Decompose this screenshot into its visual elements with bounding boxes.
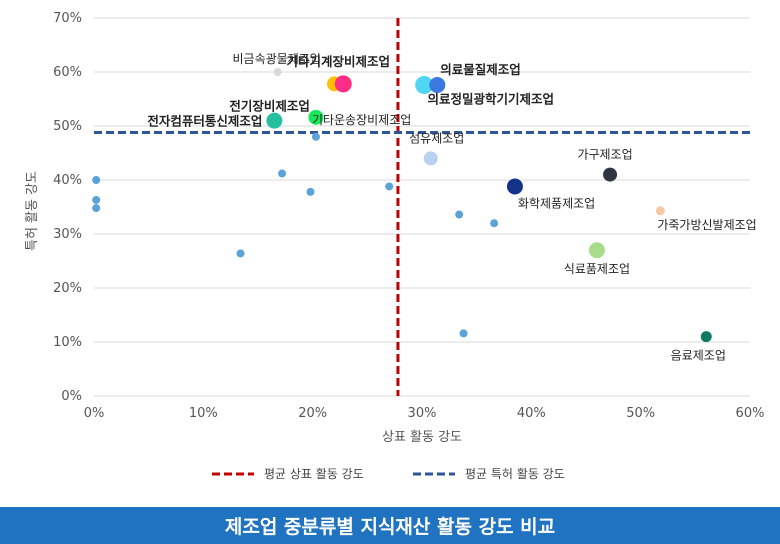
data-point <box>308 109 324 125</box>
chart-title: 제조업 중분류별 지식재산 활동 강도 비교 <box>224 516 556 538</box>
data-point <box>459 329 468 338</box>
y-tick-label: 20% <box>53 281 82 296</box>
point-label: 의료물질제조업 <box>440 62 521 77</box>
data-point <box>415 75 434 94</box>
point-label: 음료제조업 <box>671 349 726 363</box>
data-point <box>655 206 665 216</box>
data-point <box>92 195 101 204</box>
x-axis-title: 상표 활동 강도 <box>382 430 462 445</box>
data-point <box>603 167 618 182</box>
legend-label: 평균 상표 활동 강도 <box>264 467 364 481</box>
y-tick-label: 60% <box>53 65 82 80</box>
data-point <box>423 151 438 166</box>
data-point <box>455 210 464 219</box>
point-label: 화학제품제조업 <box>518 196 595 210</box>
x-tick-label: 40% <box>517 406 546 421</box>
data-point <box>588 242 605 259</box>
chart-title-banner: 제조업 중분류별 지식재산 활동 강도 비교 <box>0 507 780 544</box>
x-tick-label: 50% <box>626 406 655 421</box>
point-label: 전기장비제조업 <box>229 98 310 113</box>
data-point <box>92 204 101 213</box>
data-point <box>92 176 101 184</box>
point-label: 가죽가방신발제조업 <box>657 218 756 232</box>
legend-label: 평균 특허 활동 강도 <box>465 467 565 481</box>
point-label: 기타기계장비제조업 <box>287 54 391 69</box>
y-tick-label: 50% <box>53 119 82 134</box>
data-point <box>385 182 394 191</box>
data-point <box>506 178 523 195</box>
x-tick-label: 30% <box>408 406 437 421</box>
data-point <box>700 331 712 343</box>
point-label: 식료품제조업 <box>564 262 630 276</box>
data-point <box>306 187 315 196</box>
data-point <box>273 68 282 76</box>
data-point <box>278 169 287 178</box>
y-tick-label: 10% <box>53 335 82 350</box>
y-axis-title: 특허 활동 강도 <box>25 171 40 251</box>
y-tick-label: 40% <box>53 173 82 188</box>
y-tick-label: 70% <box>53 11 82 26</box>
point-label: 의료정밀광학기기제조업 <box>427 92 554 107</box>
x-tick-label: 60% <box>736 406 765 421</box>
data-point <box>334 75 352 93</box>
point-label: 가구제조업 <box>577 148 632 162</box>
scatter-chart: 0% 10% 20% 30% 40% 50% 60% 70% 0% 10% 20% 30% 40% 50%… <box>25 11 765 481</box>
point-label: 비금속광물제조업 <box>233 52 321 66</box>
point-label: 기타운송장비제조업 <box>312 113 411 127</box>
point-label: 섬유제조업 <box>409 131 464 145</box>
x-tick-label: 0% <box>84 406 105 421</box>
point-label: 전자컴퓨터통신제조업 <box>147 114 262 129</box>
data-point <box>236 249 245 258</box>
x-tick-label: 20% <box>298 406 327 421</box>
data-point <box>266 112 283 129</box>
y-tick-label: 0% <box>61 389 82 404</box>
data-point <box>311 132 320 141</box>
y-tick-label: 30% <box>53 227 82 242</box>
data-point <box>490 219 499 228</box>
x-tick-label: 10% <box>189 406 218 421</box>
data-point <box>429 76 446 93</box>
